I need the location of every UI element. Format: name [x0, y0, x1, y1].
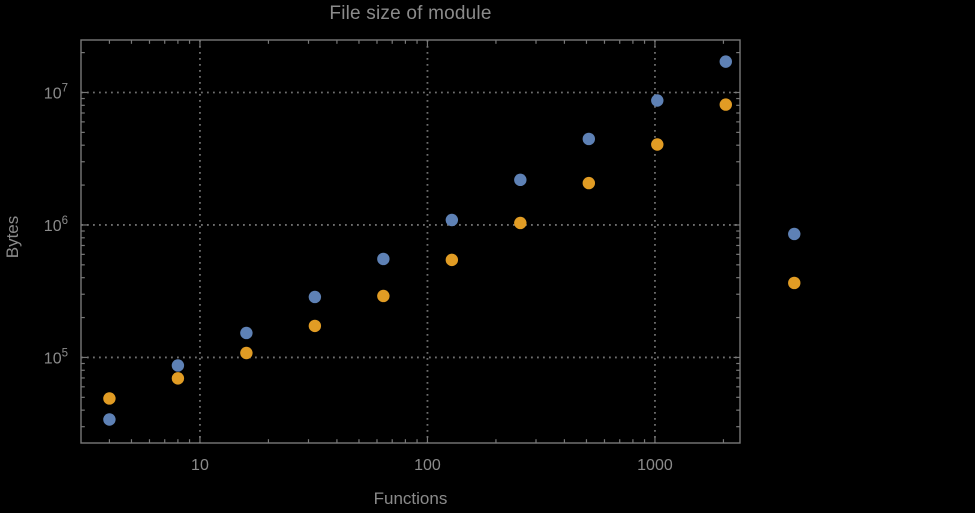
y-tick-label: 107 [44, 82, 68, 102]
data-point-blue-series [240, 326, 253, 340]
data-point-blue-series [377, 252, 390, 266]
data-point-blue-series [788, 227, 801, 241]
x-tick-label: 1000 [637, 457, 673, 474]
data-point-blue-series [308, 290, 322, 304]
data-point-orange-series [103, 392, 116, 405]
data-point-blue-series [171, 359, 185, 372]
data-point-orange-series [377, 289, 390, 303]
data-point-blue-series [651, 94, 664, 107]
data-point-orange-series [445, 253, 459, 267]
data-point-orange-series [514, 216, 527, 230]
x-tick-label: 10 [191, 457, 209, 474]
data-point-orange-series [651, 138, 664, 151]
data-point-blue-series [719, 55, 732, 68]
data-point-blue-series [103, 413, 116, 426]
data-point-orange-series [240, 346, 253, 360]
y-tick-label: 105 [44, 347, 68, 367]
y-axis-label: Bytes [3, 215, 22, 259]
data-point-blue-series [582, 132, 596, 146]
plot-frame [80, 39, 741, 444]
y-tick-label: 106 [44, 215, 68, 235]
data-point-orange-series [171, 372, 185, 385]
data-point-orange-series [308, 319, 322, 333]
data-point-blue-series [514, 173, 527, 187]
x-axis-label: Functions [373, 489, 448, 508]
data-point-orange-series [582, 176, 596, 190]
data-point-orange-series [719, 98, 732, 111]
chart-title: File size of module [329, 3, 492, 24]
x-tick-label: 100 [414, 457, 441, 474]
data-point-blue-series [445, 213, 459, 227]
data-point-orange-series [788, 276, 801, 290]
